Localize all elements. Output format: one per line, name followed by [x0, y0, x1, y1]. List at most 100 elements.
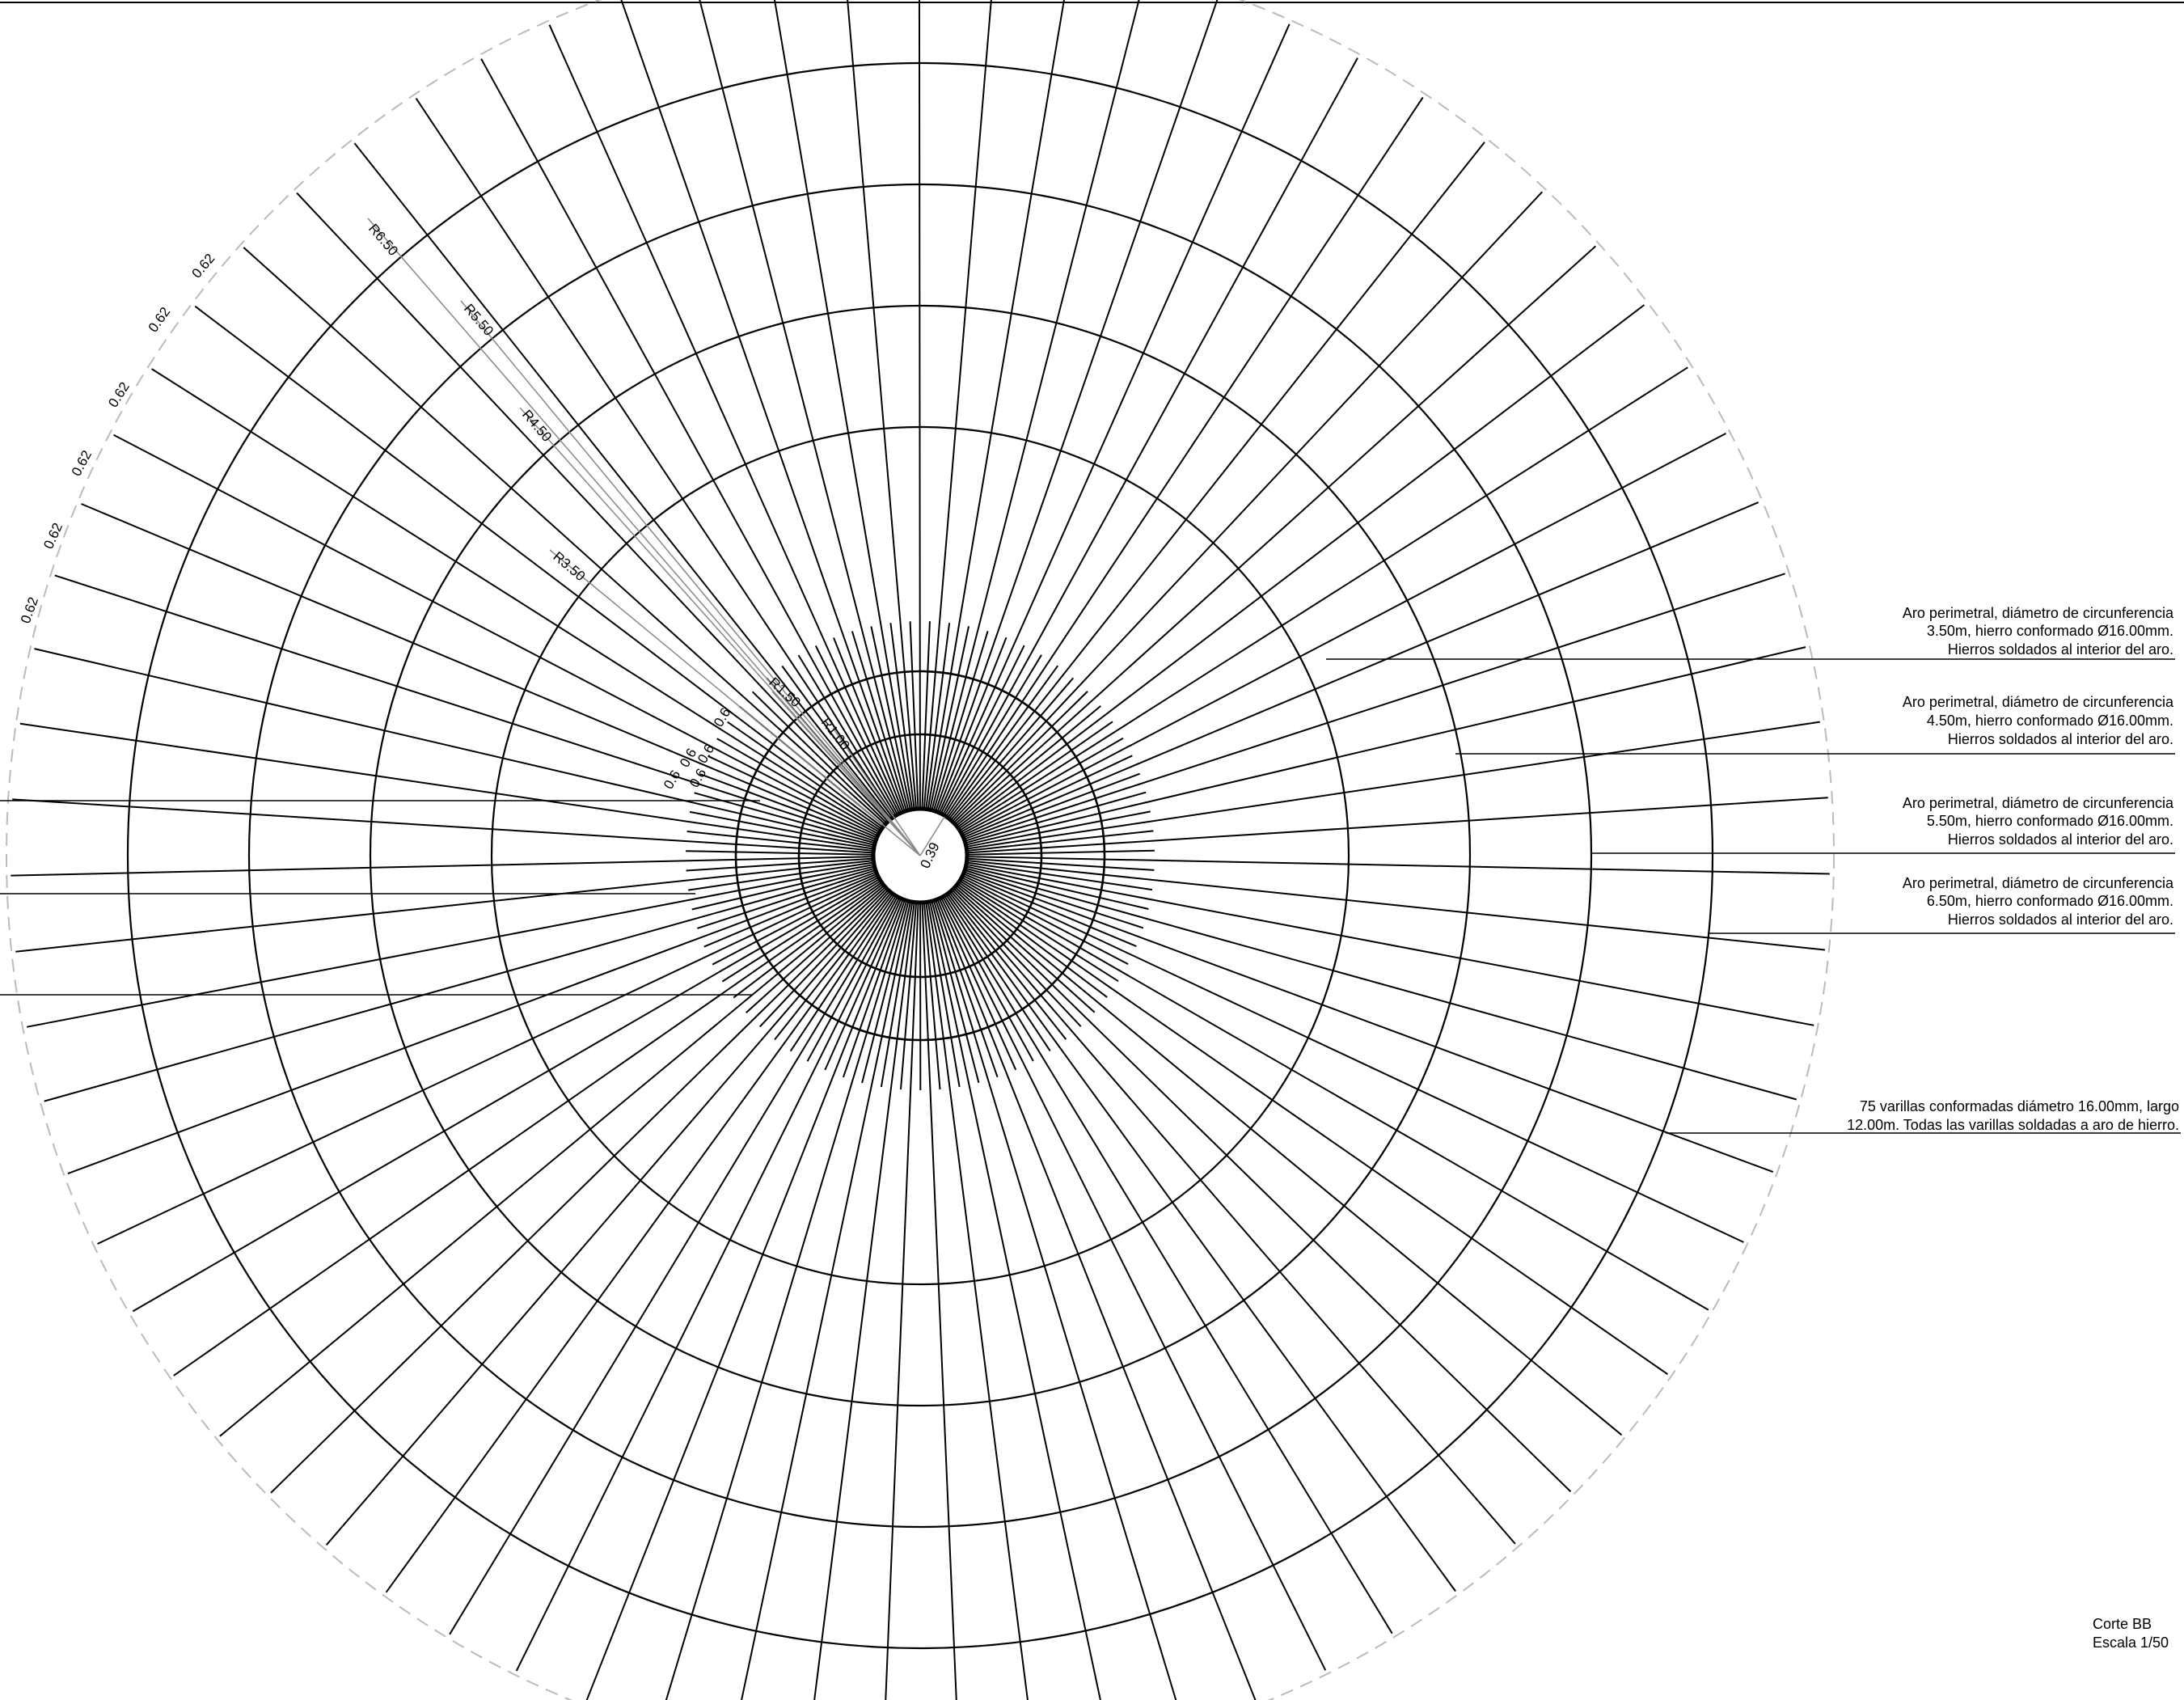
spacing-label-062: 0.62	[146, 304, 174, 335]
svg-text:Hierros soldados al interior d: Hierros soldados al interior del aro.	[1948, 911, 2173, 928]
short-radial-rod	[958, 884, 1108, 998]
short-radial-rod	[686, 857, 872, 872]
svg-text:5.50m, hierro conformado Ø16.0: 5.50m, hierro conformado Ø16.00mm.	[1927, 813, 2173, 829]
short-radial-rod	[957, 705, 1101, 826]
radial-rod	[585, 900, 903, 1700]
radial-rod	[943, 57, 1358, 814]
short-radial-rod	[686, 850, 872, 856]
radial-rod	[951, 891, 1516, 1545]
svg-text:Hierros soldados al interior d: Hierros soldados al interior del aro.	[1948, 641, 2173, 658]
radial-rod	[296, 192, 888, 821]
radial-rod	[219, 886, 884, 1437]
radial-rod	[270, 889, 886, 1494]
right-leader-lines	[1326, 658, 2181, 1134]
svg-text:12.00m. Todas las varillas sol: 12.00m. Todas las varillas soldadas a ar…	[1847, 1117, 2179, 1133]
short-radial-rod	[797, 654, 896, 815]
radial-rod	[885, 903, 919, 1700]
short-radial-rod	[861, 902, 910, 1084]
ring-r5-50	[247, 183, 1593, 1529]
radial-rod	[353, 142, 891, 818]
short-radial-rod	[954, 691, 1088, 823]
radial-rod	[44, 868, 874, 1102]
ring-r6-50	[126, 61, 1714, 1650]
short-radial-rod	[967, 865, 1149, 910]
short-radial-rod	[925, 623, 951, 808]
svg-text:Hierros soldados al interior d: Hierros soldados al interior del aro.	[1948, 831, 2173, 848]
radial-rod	[959, 882, 1668, 1376]
radial-rod	[953, 191, 1544, 821]
radial-rod	[929, 903, 1101, 1700]
drawing-title: Corte BB	[2093, 1616, 2152, 1632]
radial-rods-outer	[11, 0, 1830, 1700]
short-radial-rod	[935, 901, 999, 1078]
short-radial-rod	[758, 890, 888, 1028]
short-radial-rod	[927, 903, 961, 1088]
svg-text:3.50m, hierro conformado Ø16.0: 3.50m, hierro conformado Ø16.00mm.	[1927, 623, 2173, 639]
short-radial-rod	[951, 677, 1075, 820]
short-radial-rod	[921, 621, 931, 808]
radial-rod	[963, 875, 1744, 1243]
short-radial-rod	[929, 626, 969, 809]
radial-rod	[26, 864, 873, 1028]
radial-rod	[935, 0, 1219, 810]
short-radial-rod	[789, 895, 894, 1052]
ring-note-4: Aro perimetral, diámetro de circunferenc…	[1903, 875, 2174, 928]
radial-rod	[11, 856, 872, 877]
radial-rod	[151, 368, 880, 831]
radial-rod	[773, 0, 913, 808]
radial-rod	[957, 886, 1623, 1436]
outer-boundary-dashed-circle	[6, 0, 1835, 1700]
short-radial-rod	[689, 810, 873, 848]
ring-note-2: Aro perimetral, diámetro de circunferenc…	[1903, 694, 2174, 747]
radial-rods-inner	[686, 621, 1155, 1091]
radial-rod	[385, 894, 893, 1593]
radial-rod	[948, 894, 1456, 1592]
short-radial-rod	[716, 738, 879, 832]
short-radial-rod	[968, 849, 1155, 856]
radial-rod	[480, 58, 898, 814]
short-radial-rod	[696, 869, 875, 929]
short-radial-rod	[686, 831, 872, 852]
ring-note-1: Aro perimetral, diámetro de circunferenc…	[1903, 605, 2174, 658]
short-radial-rod	[953, 890, 1082, 1027]
radial-rod	[847, 0, 917, 808]
radial-rod	[194, 305, 882, 827]
short-radial-rod	[955, 887, 1096, 1013]
radial-rod	[699, 0, 909, 810]
radial-rod	[81, 503, 877, 838]
radial-rod	[34, 648, 873, 846]
radial-rod	[962, 433, 1726, 835]
short-radial-rod	[968, 861, 1153, 891]
short-radial-rod	[688, 861, 872, 891]
radial-rod	[67, 872, 876, 1175]
short-radial-rod	[966, 791, 1147, 844]
radial-rod	[967, 864, 1814, 1026]
short-radial-rod	[962, 877, 1129, 965]
short-radial-rod	[774, 893, 891, 1041]
svg-text:Aro perimetral, diámetro de ci: Aro perimetral, diámetro de circunferenc…	[1903, 795, 2174, 811]
short-radial-rod	[967, 810, 1151, 848]
radial-rod	[967, 646, 1806, 846]
radial-rod	[813, 903, 915, 1700]
short-radial-rod	[961, 881, 1119, 983]
radial-rod	[927, 0, 1065, 808]
left-leader-lines	[0, 800, 760, 996]
radial-rod	[944, 896, 1393, 1634]
svg-text:Aro perimetral, diámetro de ci: Aro perimetral, diámetro de circunferenc…	[1903, 694, 2174, 710]
svg-text:Hierros soldados al interior d: Hierros soldados al interior del aro.	[1948, 731, 2173, 747]
short-radial-rod	[824, 899, 902, 1071]
ring-r1-00	[797, 733, 1043, 979]
radius-dimension-lines	[367, 218, 945, 856]
radial-rod	[949, 142, 1485, 818]
radial-rod	[132, 879, 879, 1313]
radial-rod	[968, 856, 1830, 875]
short-radial-rod	[961, 737, 1124, 832]
short-radial-rod	[691, 865, 873, 911]
radial-rod	[113, 433, 878, 835]
radial-rod	[921, 903, 957, 1700]
radial-rod	[946, 96, 1424, 816]
radial-rod	[961, 879, 1709, 1311]
radial-rod	[173, 882, 881, 1376]
radial-rod	[19, 722, 872, 850]
